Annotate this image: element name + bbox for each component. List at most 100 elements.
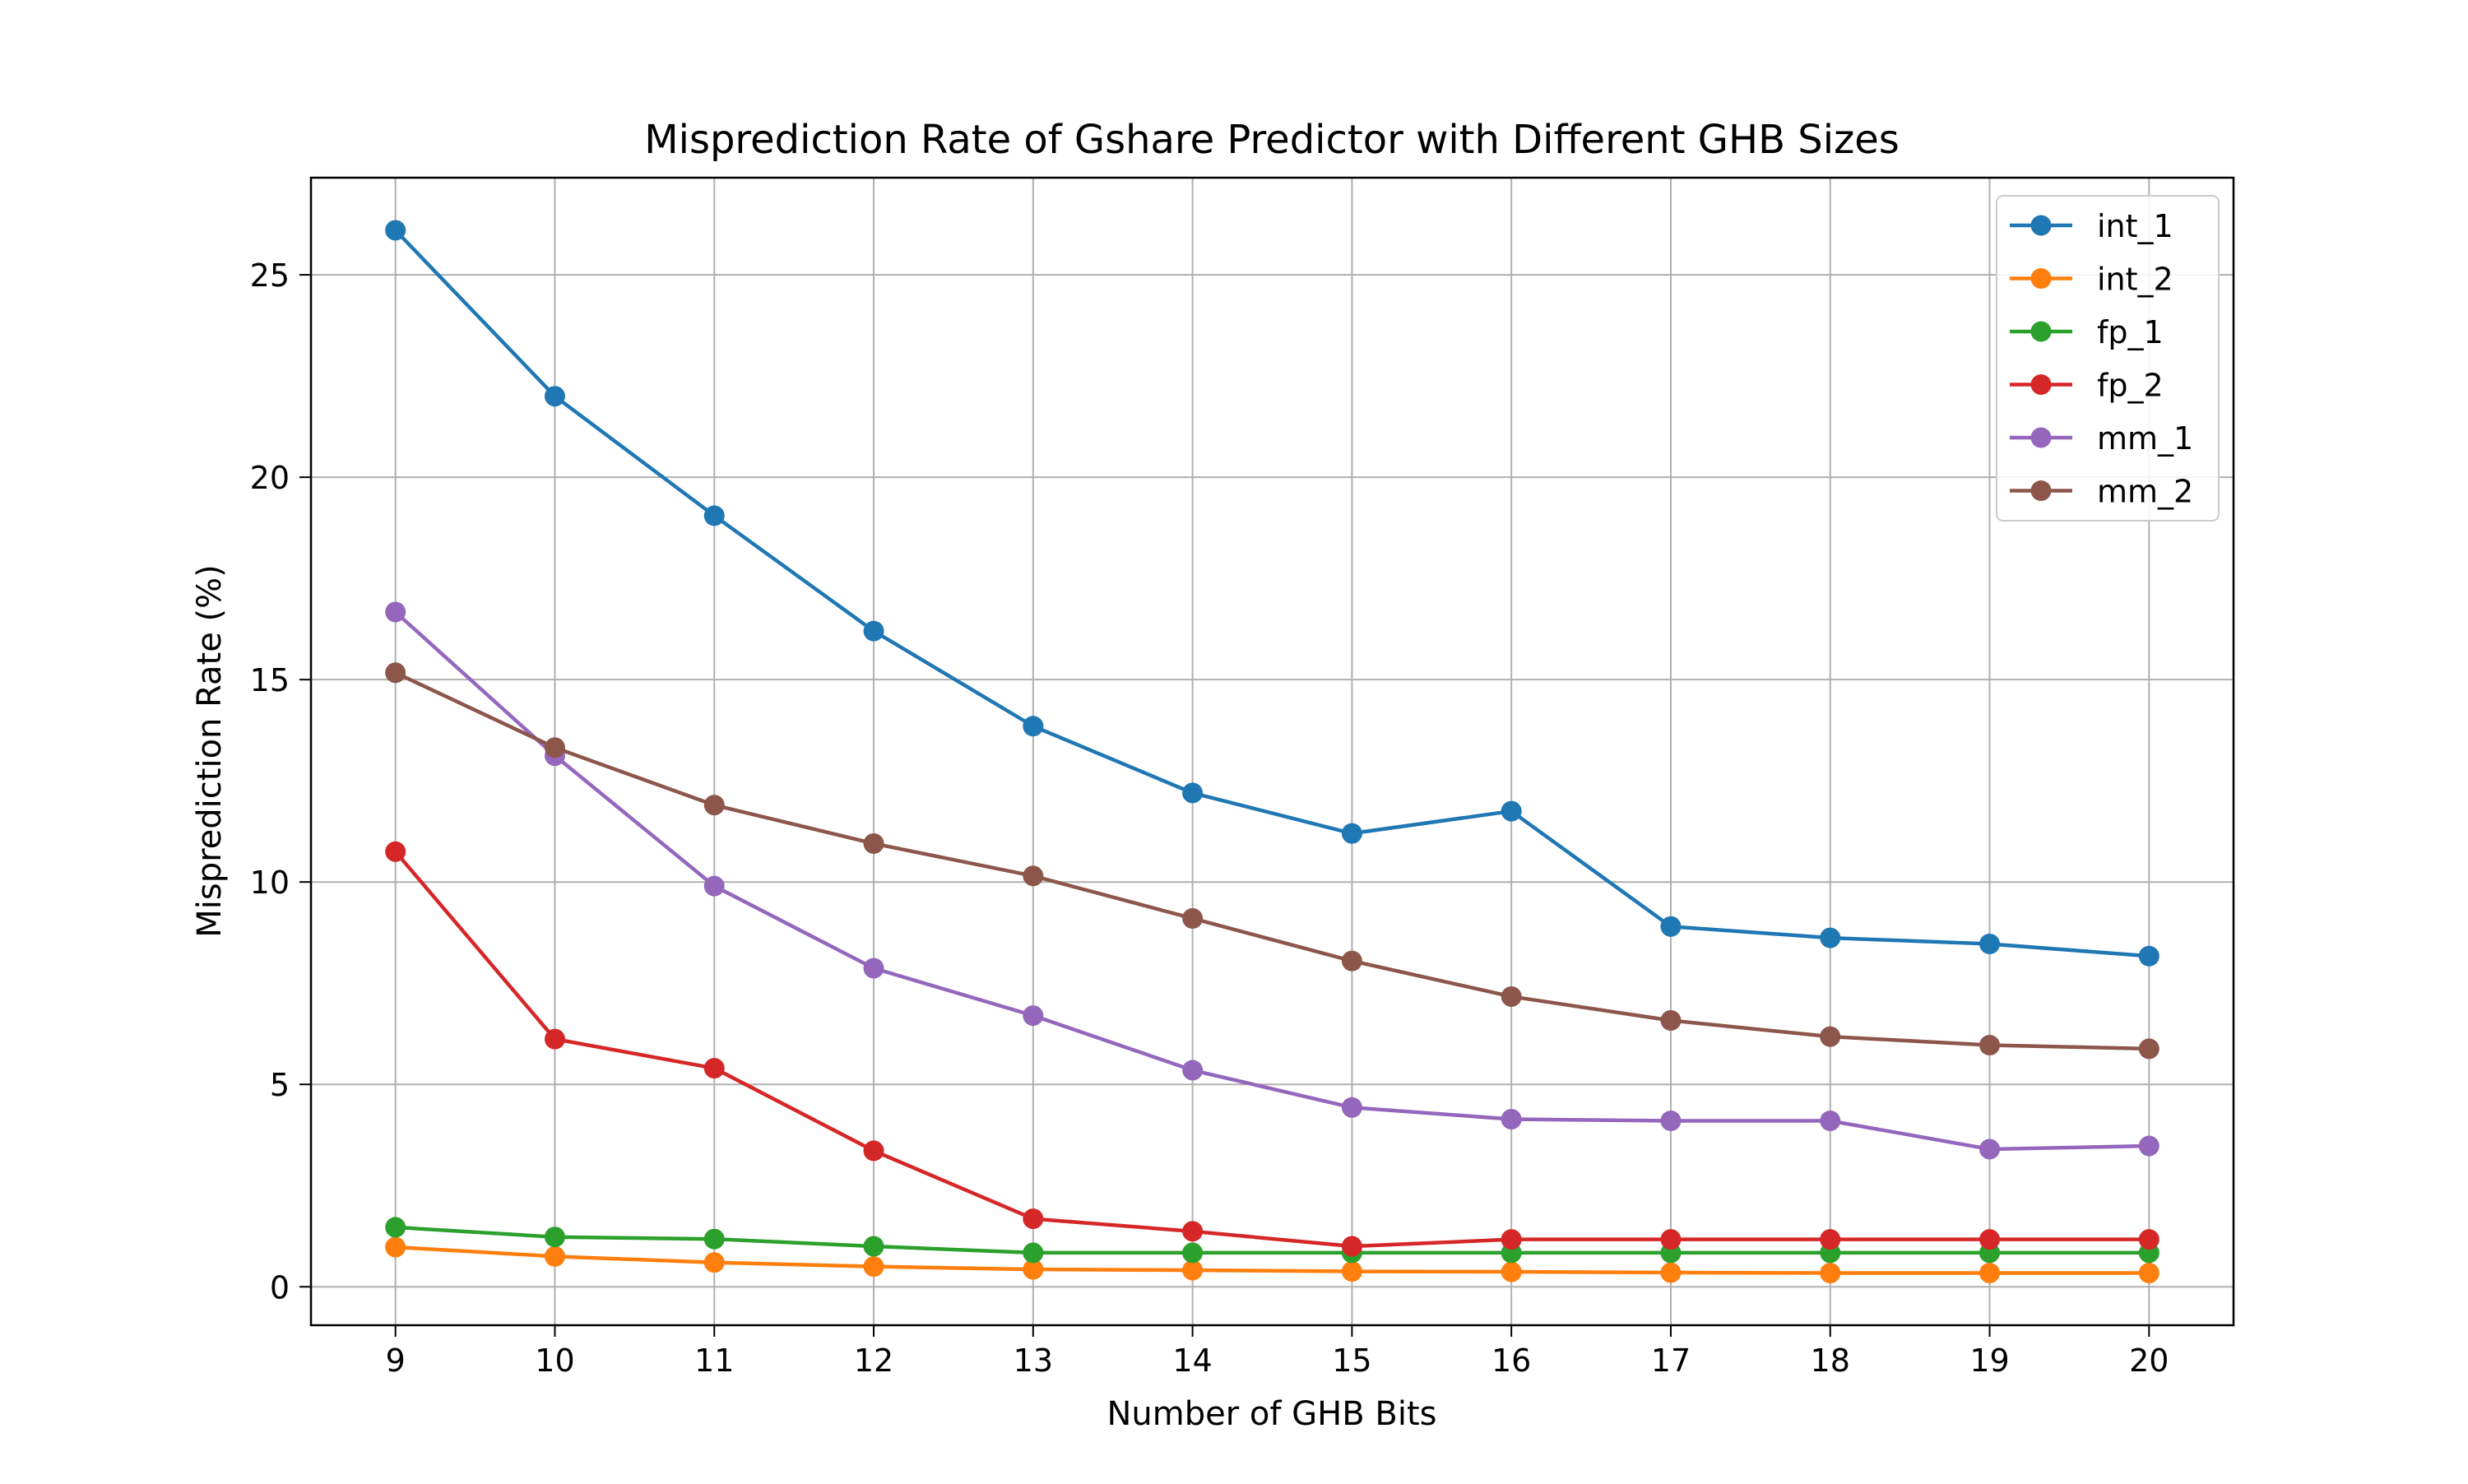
legend-marker xyxy=(2030,268,2052,289)
data-point xyxy=(1660,1262,1682,1283)
plot-frame xyxy=(309,176,2235,1327)
series-mm_2 xyxy=(385,662,2160,1060)
legend-label: fp_1 xyxy=(2097,314,2164,350)
x-tick-label: 19 xyxy=(1969,1343,2009,1379)
series-mm_1 xyxy=(385,601,2160,1160)
data-point xyxy=(703,795,725,816)
data-point xyxy=(1660,1009,1682,1031)
legend-item-fp_1: fp_1 xyxy=(2010,314,2164,350)
data-point xyxy=(544,737,565,758)
x-tick-label: 17 xyxy=(1651,1343,1691,1379)
data-point xyxy=(1979,1263,2001,1284)
data-point xyxy=(1979,1229,2001,1250)
data-point xyxy=(544,1028,565,1050)
legend-item-fp_2: fp_2 xyxy=(2010,368,2164,404)
data-point xyxy=(703,1228,725,1250)
data-point xyxy=(544,1245,565,1267)
legend: int_1 int_2 fp_1 fp_2 mm_1 mm_2 xyxy=(1996,195,2220,522)
data-point xyxy=(1820,927,1841,948)
legend-marker xyxy=(2030,480,2052,501)
data-point xyxy=(1341,823,1362,844)
series-line xyxy=(395,1245,2150,1275)
legend-box xyxy=(1996,195,2220,522)
data-point xyxy=(703,1252,725,1273)
data-point xyxy=(1660,916,1682,937)
data-point xyxy=(544,386,565,407)
data-point xyxy=(1023,865,1044,887)
x-tick-label: 10 xyxy=(535,1343,574,1379)
data-point xyxy=(1501,1261,1522,1282)
data-point xyxy=(863,1140,884,1162)
series-line xyxy=(393,850,2150,1249)
series-line xyxy=(395,1225,2150,1255)
data-point xyxy=(703,505,725,526)
series-int_1 xyxy=(385,220,2160,967)
series-fp_2 xyxy=(385,841,2160,1257)
legend-item-mm_1: mm_1 xyxy=(2010,420,2193,457)
data-point xyxy=(385,220,406,241)
data-point xyxy=(385,841,406,862)
data-point xyxy=(2138,1263,2160,1284)
x-tick-label: 20 xyxy=(2129,1343,2169,1379)
legend-item-int_2: int_2 xyxy=(2010,262,2173,298)
legend-label: fp_2 xyxy=(2097,368,2164,404)
tick-layer: 9 10 11 12 13 14 15 16 17 18 19 20 0 5 10 15 20 25 xyxy=(250,257,2169,1379)
chart-title: Misprediction Rate of Gshare Predictor w… xyxy=(644,117,1900,163)
data-point xyxy=(1182,1060,1204,1081)
data-point xyxy=(1660,1111,1682,1132)
data-point xyxy=(1182,1221,1204,1242)
x-tick-label: 14 xyxy=(1172,1343,1212,1379)
legend-item-int_1: int_1 xyxy=(2010,208,2173,244)
x-tick-label: 9 xyxy=(386,1343,406,1379)
data-point xyxy=(1023,1208,1044,1230)
data-point xyxy=(1979,933,2001,954)
data-point xyxy=(863,620,884,642)
x-tick-label: 16 xyxy=(1491,1343,1531,1379)
legend-label: int_1 xyxy=(2097,208,2173,244)
data-point xyxy=(1023,716,1044,737)
y-tick-label: 5 xyxy=(270,1067,290,1103)
legend-label: mm_2 xyxy=(2097,474,2193,510)
y-tick-label: 0 xyxy=(270,1269,290,1305)
data-point xyxy=(1660,1229,1682,1250)
x-tick-label: 11 xyxy=(694,1343,734,1379)
series-line xyxy=(394,670,2150,1051)
series-line xyxy=(394,229,2150,958)
y-tick-label: 10 xyxy=(250,865,290,901)
series-line xyxy=(394,610,2150,1152)
data-point xyxy=(1501,1229,1522,1250)
data-point xyxy=(1341,1261,1362,1282)
data-point xyxy=(1820,1263,1841,1284)
data-point xyxy=(1341,1236,1362,1257)
series-layer xyxy=(385,220,2160,1284)
data-point xyxy=(2138,1038,2160,1060)
data-point xyxy=(385,1217,406,1238)
data-point xyxy=(703,1058,725,1079)
data-point xyxy=(1501,800,1522,822)
data-point xyxy=(2138,945,2160,967)
data-point xyxy=(1820,1026,1841,1047)
data-point xyxy=(1820,1229,1841,1250)
legend-label: mm_1 xyxy=(2097,420,2193,457)
data-point xyxy=(2138,1135,2160,1157)
data-point xyxy=(1023,1259,1044,1280)
data-point xyxy=(1023,1242,1044,1264)
y-tick-label: 15 xyxy=(250,662,290,698)
data-point xyxy=(1820,1111,1841,1132)
grid-layer xyxy=(311,178,2234,1325)
data-point xyxy=(544,1227,565,1248)
data-point xyxy=(1182,907,1204,929)
y-axis-label: Misprediction Rate (%) xyxy=(191,564,229,938)
x-tick-label: 13 xyxy=(1014,1343,1053,1379)
data-point xyxy=(863,1236,884,1257)
legend-marker xyxy=(2030,215,2052,236)
legend-marker xyxy=(2030,427,2052,448)
y-tick-label: 20 xyxy=(250,460,290,496)
data-point xyxy=(385,662,406,684)
x-tick-label: 15 xyxy=(1332,1343,1371,1379)
x-tick-label: 12 xyxy=(854,1343,893,1379)
y-tick-label: 25 xyxy=(250,257,290,294)
data-point xyxy=(1182,1259,1204,1281)
